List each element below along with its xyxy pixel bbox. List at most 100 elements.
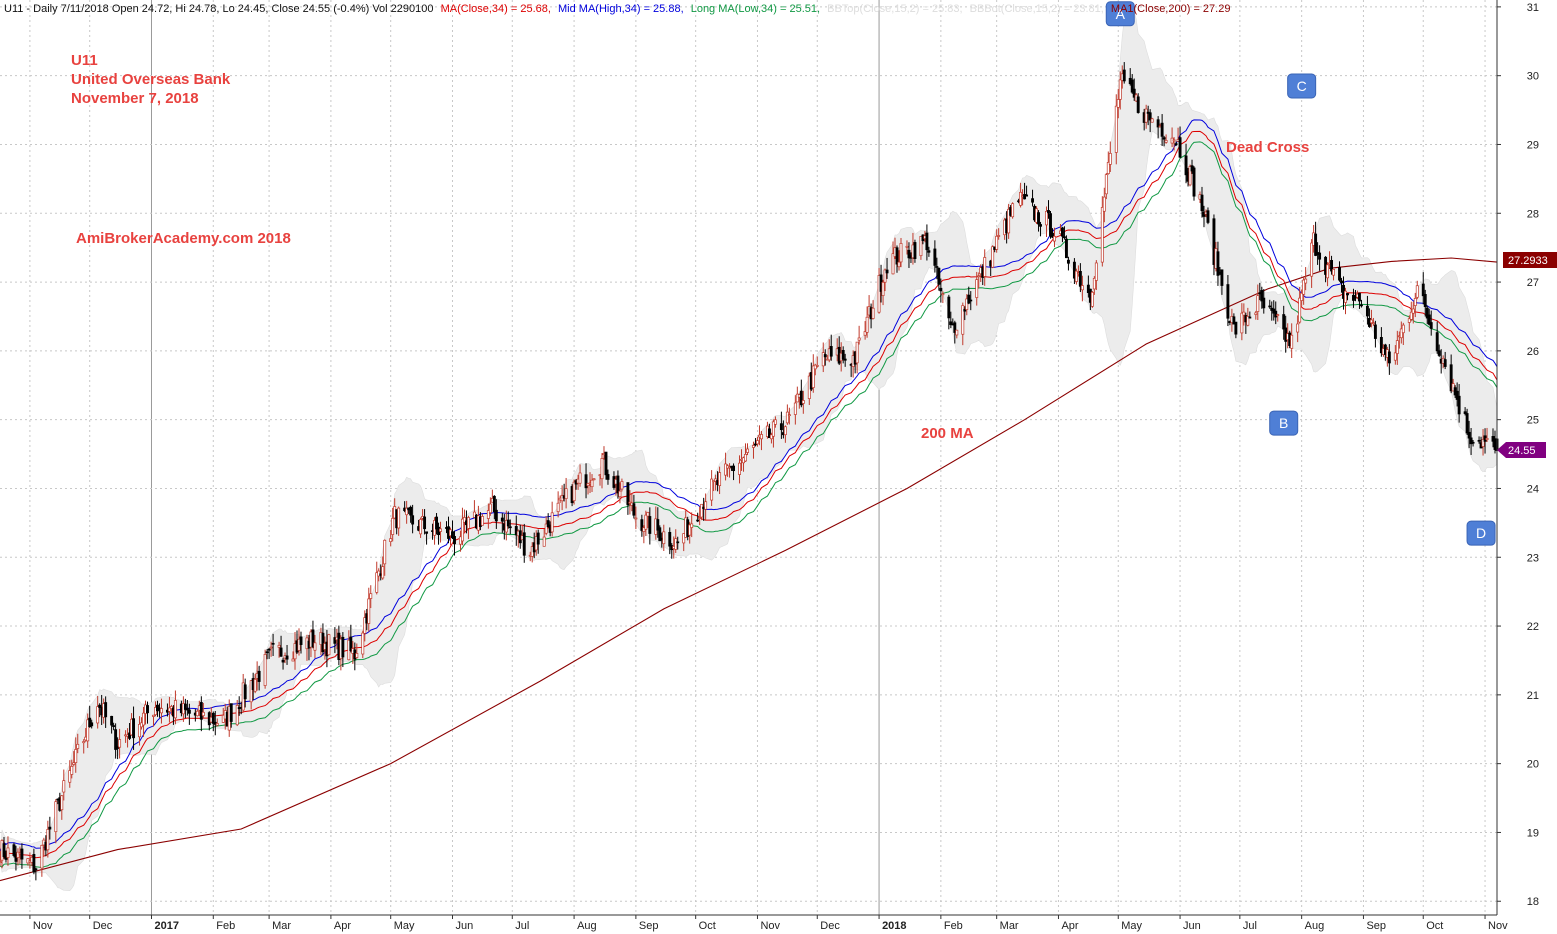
candle-body <box>243 684 247 700</box>
candle-body <box>578 472 582 484</box>
candle-body <box>104 702 108 718</box>
candle-body <box>913 242 917 259</box>
ma200-line <box>0 257 1498 882</box>
candle-body <box>1037 212 1040 225</box>
candle-body <box>829 346 833 357</box>
candle-body <box>1423 294 1427 307</box>
candle-body <box>367 598 371 624</box>
candle-body <box>1047 210 1050 214</box>
candle-body <box>572 481 576 502</box>
candle-body <box>1332 268 1335 276</box>
candle-body <box>167 707 171 712</box>
candle-body <box>546 520 550 528</box>
y-tick-label: 29 <box>1527 139 1539 151</box>
candle-body <box>1184 155 1188 176</box>
candle-body <box>785 411 789 424</box>
x-tick-label: Aug <box>577 920 597 932</box>
candle-body <box>96 706 100 724</box>
candle-body <box>937 267 941 285</box>
candle-body <box>74 749 78 763</box>
candle-body <box>369 593 373 599</box>
x-tick-label: Feb <box>216 920 235 932</box>
candle-body <box>1108 153 1112 165</box>
candle-body <box>883 269 887 283</box>
markers: A B C D <box>1105 1 1496 546</box>
x-tick-label: May <box>1121 920 1142 932</box>
header-prefix: U11 - Daily 7/11/2018 Open 24.72, Hi 24.… <box>4 3 434 15</box>
x-tick-label: May <box>394 920 415 932</box>
candle-body <box>14 854 18 862</box>
candle-body <box>472 511 476 518</box>
candle-body <box>1477 439 1481 442</box>
candle-body <box>98 704 102 708</box>
ma200-label: 200 MA <box>921 425 974 442</box>
candle-body <box>1072 261 1076 279</box>
candle-body <box>1401 324 1405 334</box>
candle-body <box>865 316 869 333</box>
candle-body <box>142 712 145 726</box>
candle-body <box>1150 118 1154 123</box>
candle-body <box>229 703 233 722</box>
candle-body <box>1485 438 1489 441</box>
candle-body <box>1340 280 1343 284</box>
candle-body <box>435 516 438 530</box>
candle-body <box>795 393 799 403</box>
dead-cross-label: Dead Cross <box>1226 139 1309 156</box>
candle-body <box>536 532 540 545</box>
candle-body <box>1387 351 1391 364</box>
candle-body <box>361 632 365 655</box>
candle-body <box>1064 238 1068 259</box>
close-tag-value: 24.55 <box>1508 445 1536 457</box>
candle-body <box>1360 304 1363 307</box>
candle-body <box>616 475 620 494</box>
candle-body <box>187 709 191 714</box>
candle-body <box>6 847 10 858</box>
candle-body <box>863 331 867 336</box>
candle-body <box>2 843 6 857</box>
watermark-label: AmiBrokerAcademy.com 2018 <box>76 230 291 247</box>
candle-body <box>1449 364 1453 392</box>
candle-body <box>291 658 295 662</box>
candle-body <box>327 634 331 656</box>
candle-body <box>1373 324 1377 339</box>
candle-body <box>267 648 271 651</box>
candle-body <box>461 518 464 542</box>
candle-body <box>40 844 44 869</box>
candle-body <box>1435 332 1439 352</box>
candle-body <box>160 708 163 714</box>
candle-body <box>801 400 805 404</box>
candle-body <box>1330 260 1334 272</box>
grid <box>0 0 1497 915</box>
candle-body <box>642 527 646 532</box>
candle-body <box>1421 283 1425 297</box>
candle-body <box>500 517 504 522</box>
candle-body <box>907 249 911 259</box>
candle-body <box>1276 314 1280 316</box>
date-label: November 7, 2018 <box>71 90 199 107</box>
candle-body <box>787 414 791 416</box>
x-tick-label: Dec <box>820 920 840 932</box>
candle-body <box>72 762 76 765</box>
candle-body <box>1407 318 1411 323</box>
candle-body <box>1457 395 1461 415</box>
candle-body <box>397 507 401 529</box>
candle-body <box>696 519 700 522</box>
y-tick-label: 22 <box>1527 621 1539 633</box>
candle-body <box>1409 311 1413 320</box>
candle-body <box>899 243 903 263</box>
candle-body <box>1302 279 1306 295</box>
candle-body <box>391 517 395 535</box>
candle-body <box>211 712 215 724</box>
candle-body <box>584 474 588 489</box>
candle-body <box>381 566 385 579</box>
candle-body <box>1358 292 1361 302</box>
candle-body <box>1469 437 1473 445</box>
candle-body <box>1156 119 1160 128</box>
candle-body <box>462 517 466 523</box>
candle-body <box>118 739 122 748</box>
candle-body <box>1132 88 1136 98</box>
candle-body <box>1467 431 1471 439</box>
candle-body <box>1242 311 1246 316</box>
candle-body <box>1254 312 1258 315</box>
